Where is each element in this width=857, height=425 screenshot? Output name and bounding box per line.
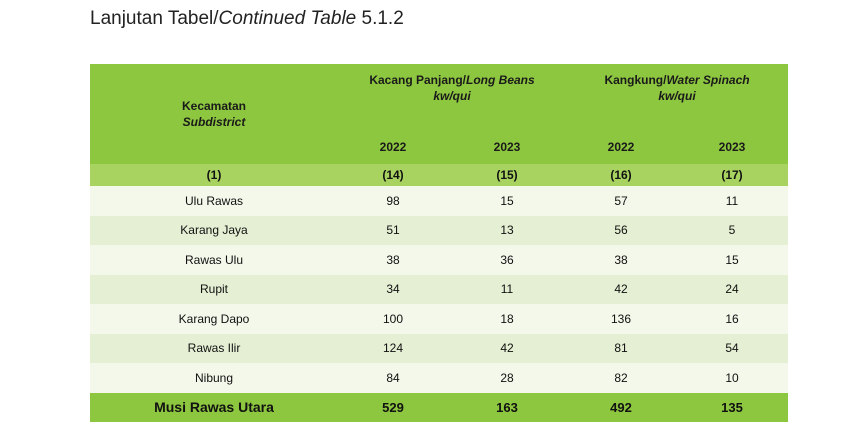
header-subdistrict-label: Kecamatan: [181, 99, 247, 113]
table-cell: 38: [338, 245, 448, 275]
water-spinach-label-en: Water Spinach: [666, 73, 750, 87]
title-prefix: Lanjutan Tabel/: [90, 8, 219, 29]
table-cell: 11: [448, 274, 566, 304]
table-cell: 28: [448, 363, 566, 393]
table-cell: 100: [338, 304, 448, 334]
table-cell: 13: [448, 215, 566, 245]
table-cell: 42: [448, 333, 566, 363]
table-cell: 57: [566, 186, 676, 216]
table-cell: 124: [338, 333, 448, 363]
table-cell: 15: [448, 186, 566, 216]
table-row: Rupit 34 11 42 24: [90, 274, 789, 304]
table-cell: 11: [676, 186, 789, 216]
long-beans-label: Kacang Panjang/: [369, 73, 467, 87]
total-cell: 135: [676, 392, 789, 422]
subdistrict-name: Rawas Ilir: [90, 333, 338, 363]
table-cell: 18: [448, 304, 566, 334]
table-row: Rawas Ulu 38 36 38 15: [90, 245, 789, 275]
column-number: (1): [90, 164, 338, 186]
total-cell: 492: [566, 392, 676, 422]
subdistrict-name: Karang Jaya: [90, 215, 338, 245]
header-subdistrict: Kecamatan Subdistrict: [90, 64, 338, 164]
table-cell: 82: [566, 363, 676, 393]
column-number: (14): [338, 164, 448, 186]
table-cell: 84: [338, 363, 448, 393]
table-cell: 42: [566, 274, 676, 304]
total-cell: 163: [448, 392, 566, 422]
year-header: 2023: [448, 130, 566, 164]
table-cell: 98: [338, 186, 448, 216]
subdistrict-name: Rawas Ulu: [90, 245, 338, 275]
title-number: 5.1.2: [356, 8, 404, 29]
total-cell: 529: [338, 392, 448, 422]
table-row: Karang Jaya 51 13 56 5: [90, 215, 789, 245]
total-row: Musi Rawas Utara 529 163 492 135: [90, 392, 789, 422]
header-water-spinach: Kangkung/Water Spinach kw/qui: [566, 64, 789, 130]
table-row: Rawas Ilir 124 42 81 54: [90, 333, 789, 363]
table-cell: 38: [566, 245, 676, 275]
total-name: Musi Rawas Utara: [90, 392, 338, 422]
header-subdistrict-label-en: Subdistrict: [182, 115, 246, 129]
table-row: Ulu Rawas 98 15 57 11: [90, 186, 789, 216]
table-cell: 51: [338, 215, 448, 245]
year-header: 2023: [676, 130, 789, 164]
year-header: 2022: [566, 130, 676, 164]
subdistrict-name: Rupit: [90, 274, 338, 304]
table-title: Lanjutan Tabel/Continued Table 5.1.2: [90, 8, 404, 30]
subdistrict-name: Karang Dapo: [90, 304, 338, 334]
year-header: 2022: [338, 130, 448, 164]
water-spinach-label: Kangkung/: [604, 73, 667, 87]
long-beans-label-en: Long Beans: [466, 73, 535, 87]
header-long-beans: Kacang Panjang/Long Beans kw/qui: [338, 64, 566, 130]
table-cell: 54: [676, 333, 789, 363]
table-row: Nibung 84 28 82 10: [90, 363, 789, 393]
subdistrict-name: Nibung: [90, 363, 338, 393]
table-cell: 34: [338, 274, 448, 304]
table-cell: 16: [676, 304, 789, 334]
data-table: Kecamatan Subdistrict Kacang Panjang/Lon…: [90, 64, 789, 422]
table-cell: 136: [566, 304, 676, 334]
table-cell: 56: [566, 215, 676, 245]
column-number: (17): [676, 164, 789, 186]
column-number: (16): [566, 164, 676, 186]
table-row: Karang Dapo 100 18 136 16: [90, 304, 789, 334]
subdistrict-name: Ulu Rawas: [90, 186, 338, 216]
table-cell: 10: [676, 363, 789, 393]
long-beans-unit: kw/qui: [433, 89, 471, 103]
table-cell: 15: [676, 245, 789, 275]
table-cell: 81: [566, 333, 676, 363]
title-english: Continued Table: [218, 8, 357, 29]
table-cell: 5: [676, 215, 789, 245]
column-number: (15): [448, 164, 566, 186]
table-cell: 24: [676, 274, 789, 304]
table-cell: 36: [448, 245, 566, 275]
water-spinach-unit: kw/qui: [658, 89, 696, 103]
